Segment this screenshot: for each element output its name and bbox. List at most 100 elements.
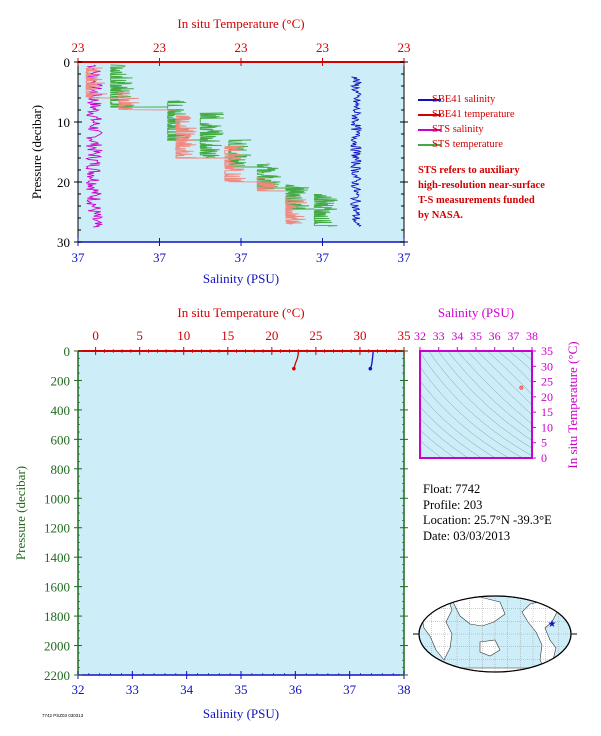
main-pressure-tick-label: 1200 (44, 521, 70, 536)
ts-temperature-tick-label: 10 (541, 420, 553, 434)
main-pressure-tick-label: 400 (51, 403, 71, 418)
main-salinity-tick-label: 35 (235, 682, 248, 697)
main-plot-background (78, 351, 404, 675)
top-temperature-tick-label: 23 (398, 40, 411, 55)
ts-density-contour (420, 366, 524, 458)
sts-note-line: STS refers to auxiliary (418, 165, 520, 176)
top-salinity-tick-label: 37 (316, 250, 330, 265)
top-pressure-tick-label: 0 (64, 55, 71, 70)
ts-density-contour (420, 440, 443, 458)
ts-density-contour (428, 351, 532, 449)
sbe41-temperature-line (175, 115, 225, 159)
ts-salinity-tick-label: 32 (414, 329, 426, 343)
sbe41-temperature-line (284, 196, 307, 225)
legend-label: SBE41 temperature (432, 109, 515, 120)
main-pressure-tick-label: 800 (51, 462, 71, 477)
ts-density-contour (487, 351, 532, 395)
float-info: Float: 7742 Profile: 203 Location: 25.7°… (423, 482, 552, 544)
ts-density-contour (447, 351, 532, 433)
sts-temperature-line (167, 100, 201, 141)
legend-label: SBE41 salinity (432, 94, 496, 105)
main-temperature-tick-label: 30 (353, 328, 366, 343)
ts-temperature-tick-label: 35 (541, 344, 553, 358)
footnote: 7742 PSZ03 030313 (42, 713, 84, 718)
main-temperature-tick-label: 15 (221, 328, 234, 343)
top-salinity-tick-label: 37 (235, 250, 249, 265)
sbe41-temperature-line (85, 67, 119, 99)
temperature-profile-line (293, 351, 299, 369)
sts-temperature-line (313, 193, 338, 227)
main-salinity-tick-label: 36 (289, 682, 303, 697)
salinity-profile-end-point (368, 366, 373, 371)
ts-temperature-tick-label: 0 (541, 451, 547, 465)
top-plot-background (78, 62, 404, 242)
ts-density-contour (420, 406, 483, 458)
sts-note-line: high-resolution near-surface (418, 180, 545, 191)
main-pressure-tick-label: 2000 (44, 639, 70, 654)
ts-salinity-tick-label: 33 (433, 329, 445, 343)
profile-date: Date: 03/03/2013 (423, 528, 511, 543)
top-pressure-tick-label: 20 (57, 175, 70, 190)
ts-temperature-tick-label: 30 (541, 359, 553, 373)
ts-temperature-tick-label: 25 (541, 375, 553, 389)
sts-note-line: by NASA. (418, 210, 463, 221)
main-temperature-tick-label: 0 (92, 328, 99, 343)
sbe41-temperature-line (256, 176, 286, 192)
main-pressure-tick-label: 600 (51, 432, 71, 447)
ts-density-contour (497, 351, 532, 384)
top-pressure-tick-label: 30 (57, 235, 70, 250)
top-pressure-title: Pressure (decibar) (29, 105, 44, 199)
float-id: Float: 7742 (423, 482, 481, 496)
ts-temperature-tick-label: 15 (541, 405, 553, 419)
float-location: Location: 25.7°N -39.3°E (423, 513, 552, 527)
main-pressure-tick-label: 1400 (44, 550, 70, 565)
main-salinity-tick-label: 38 (398, 682, 411, 697)
top-temperature-tick-label: 23 (153, 40, 166, 55)
top-temperature-tick-label: 23 (72, 40, 85, 55)
legend-label: STS temperature (432, 139, 503, 150)
ts-density-contour (437, 351, 532, 441)
sbe41-temperature-line (224, 145, 258, 183)
top-temperature-tick-label: 23 (235, 40, 248, 55)
top-salinity-tick-label: 37 (398, 250, 412, 265)
ts-salinity-tick-label: 37 (507, 329, 519, 343)
sts-note: STS refers to auxiliary high-resolution … (418, 163, 545, 223)
legend-label: STS salinity (432, 124, 484, 135)
main-salinity-title: Salinity (PSU) (203, 706, 279, 721)
main-pressure-tick-label: 1000 (44, 491, 70, 506)
ts-salinity-tick-label: 38 (526, 329, 538, 343)
legend-swatch-sts-temperature (418, 144, 441, 146)
ts-salinity-tick-label: 34 (451, 329, 463, 343)
ts-plot-background (420, 351, 532, 458)
sts-salinity-line (85, 64, 104, 228)
legend-swatch-sts-salinity (418, 129, 441, 131)
location-map: ★ (413, 595, 577, 673)
float-location-marker: ★ (547, 619, 556, 630)
legend-swatch-sbe41-temperature (418, 114, 441, 116)
ts-density-contour (420, 393, 496, 458)
sts-temperature-line (199, 112, 229, 159)
main-pressure-tick-label: 200 (51, 373, 71, 388)
map-land-asia (451, 596, 506, 627)
main-pressure-tick-label: 1800 (44, 609, 70, 624)
ts-temperature-title: In situ Temperature (°C) (565, 341, 580, 468)
ts-density-contour (457, 351, 532, 425)
sbe41-temperature-line (118, 92, 176, 111)
ts-point (519, 385, 524, 390)
ts-temperature-tick-label: 5 (541, 436, 547, 450)
main-temperature-tick-label: 20 (265, 328, 278, 343)
ts-salinity-tick-label: 35 (470, 329, 482, 343)
ts-density-contour (420, 429, 456, 458)
ts-temperature-tick-label: 20 (541, 390, 553, 404)
top-salinity-tick-label: 37 (72, 250, 86, 265)
main-pressure-tick-label: 1600 (44, 580, 70, 595)
main-pressure-tick-label: 2200 (44, 668, 70, 683)
ts-density-contour (420, 418, 469, 458)
profile-number: Profile: 203 (423, 497, 483, 512)
ts-salinity-title: Salinity (PSU) (438, 305, 514, 320)
main-salinity-tick-label: 32 (72, 682, 85, 697)
ts-salinity-tick-label: 36 (489, 329, 501, 343)
sbe41-salinity-line (349, 76, 363, 227)
main-temperature-tick-label: 35 (398, 328, 411, 343)
